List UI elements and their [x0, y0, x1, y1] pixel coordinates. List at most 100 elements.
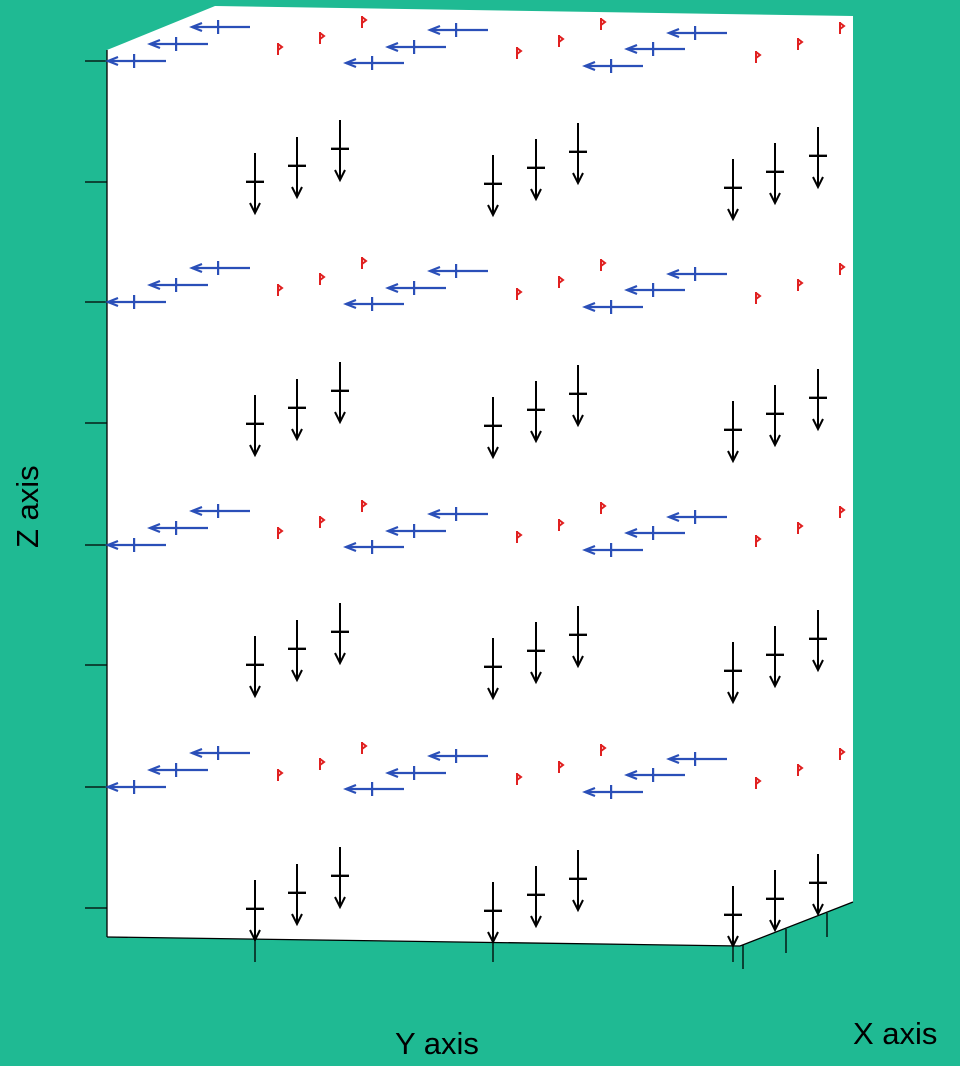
blue-arrow — [624, 42, 685, 56]
black-arrow — [288, 137, 306, 200]
red-arrow — [839, 506, 846, 518]
red-arrow — [277, 527, 284, 539]
black-arrow — [569, 606, 587, 669]
black-arrow — [246, 880, 264, 943]
red-arrow — [277, 43, 284, 55]
black-arrow — [484, 882, 502, 945]
red-arrow — [558, 35, 565, 47]
blue-arrow — [582, 59, 643, 73]
blue-arrow — [427, 749, 488, 763]
black-arrow — [809, 369, 827, 432]
blue-arrow — [105, 295, 166, 309]
blue-arrow — [189, 261, 250, 275]
black-arrow — [569, 850, 587, 913]
black-arrow — [569, 123, 587, 186]
black-arrow — [809, 127, 827, 190]
blue-arrow — [147, 278, 208, 292]
blue-arrow — [385, 524, 446, 538]
red-arrow — [600, 259, 607, 271]
red-arrow — [839, 748, 846, 760]
blue-arrow — [105, 780, 166, 794]
black-arrow — [766, 870, 784, 933]
red-arrow — [361, 16, 368, 28]
black-arrow — [766, 143, 784, 206]
blue-arrow — [666, 26, 727, 40]
red-arrow — [361, 500, 368, 512]
black-arrow — [724, 642, 742, 705]
x-axis-label: X axis — [853, 1016, 938, 1051]
black-arrow — [569, 365, 587, 428]
black-arrow — [527, 381, 545, 444]
black-arrow — [331, 120, 349, 183]
blue-arrow — [189, 504, 250, 518]
blue-arrow — [666, 267, 727, 281]
black-arrow — [724, 159, 742, 222]
blue-arrow — [582, 785, 643, 799]
red-arrow — [797, 764, 804, 776]
red-arrow — [600, 502, 607, 514]
blue-arrow — [147, 521, 208, 535]
black-arrow — [246, 636, 264, 699]
black-arrow — [809, 854, 827, 917]
blue-arrow — [385, 766, 446, 780]
red-arrow — [516, 288, 523, 300]
red-arrow — [319, 758, 326, 770]
red-arrow — [755, 51, 762, 63]
blue-arrow — [343, 540, 404, 554]
black-arrow — [288, 864, 306, 927]
blue-arrow — [105, 54, 166, 68]
red-arrow — [600, 744, 607, 756]
box-edges — [106, 50, 854, 947]
red-arrow — [361, 742, 368, 754]
blue-arrow — [624, 283, 685, 297]
blue-arrow — [105, 538, 166, 552]
vector-arrows — [105, 16, 846, 949]
blue-arrow — [189, 20, 250, 34]
red-arrow — [797, 279, 804, 291]
red-arrow — [558, 761, 565, 773]
red-arrow — [558, 276, 565, 288]
red-arrow — [277, 769, 284, 781]
black-arrow — [484, 638, 502, 701]
black-arrow — [527, 622, 545, 685]
black-arrow — [766, 385, 784, 448]
black-arrow — [331, 603, 349, 666]
blue-arrow — [582, 543, 643, 557]
black-arrow — [527, 866, 545, 929]
blue-arrow — [147, 763, 208, 777]
red-arrow — [600, 18, 607, 30]
red-arrow — [755, 535, 762, 547]
black-arrow — [484, 397, 502, 460]
black-arrow — [246, 395, 264, 458]
black-arrow — [724, 886, 742, 949]
black-arrow — [766, 626, 784, 689]
red-arrow — [319, 32, 326, 44]
red-arrow — [277, 284, 284, 296]
red-arrow — [516, 773, 523, 785]
red-arrow — [755, 777, 762, 789]
red-arrow — [361, 257, 368, 269]
blue-arrow — [343, 56, 404, 70]
red-arrow — [319, 273, 326, 285]
blue-arrow — [427, 264, 488, 278]
blue-arrow — [427, 507, 488, 521]
black-arrow — [331, 362, 349, 425]
red-arrow — [516, 47, 523, 59]
blue-arrow — [189, 746, 250, 760]
red-arrow — [755, 292, 762, 304]
black-arrow — [288, 620, 306, 683]
blue-arrow — [582, 300, 643, 314]
blue-arrow — [385, 40, 446, 54]
red-arrow — [797, 38, 804, 50]
plot-box — [107, 6, 853, 946]
black-arrow — [331, 847, 349, 910]
blue-arrow — [343, 297, 404, 311]
blue-arrow — [427, 23, 488, 37]
black-arrow — [246, 153, 264, 216]
blue-arrow — [666, 752, 727, 766]
blue-arrow — [385, 281, 446, 295]
red-arrow — [839, 263, 846, 275]
black-arrow — [724, 401, 742, 464]
blue-arrow — [666, 510, 727, 524]
black-arrow — [288, 379, 306, 442]
